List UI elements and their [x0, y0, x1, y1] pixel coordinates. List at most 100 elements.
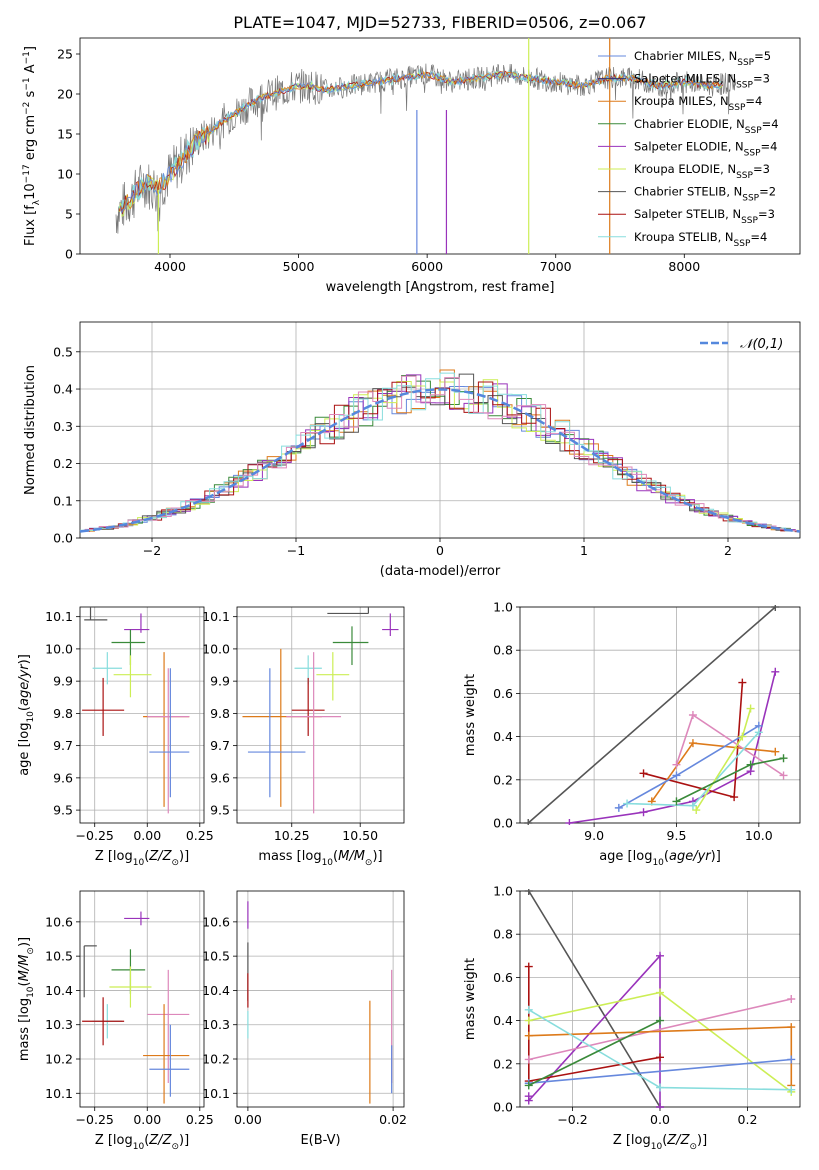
error-bars: [242, 607, 399, 814]
mass-weight-marker: [565, 819, 574, 825]
mass-weight-marker: [672, 797, 681, 806]
x-tick-label: 0.2: [738, 1112, 758, 1127]
spectrum-title: PLATE=1047, MJD=52733, FIBERID=0506, z=0…: [233, 13, 646, 32]
x-tick-label: −0.25: [76, 1112, 114, 1127]
data-spectrum-line: [115, 63, 737, 234]
legend-label: Kroupa ELODIE, NSSP=3: [634, 162, 770, 181]
y-tick-label: 10.3: [202, 1017, 230, 1032]
spectrum-xlabel: wavelength [Angstrom, rest frame]: [326, 280, 555, 295]
mass-weight-marker: [639, 769, 648, 778]
y-tick-label: 0.2: [493, 1056, 513, 1071]
spectrum-legend: Chabrier MILES, NSSP=5 Salpeter MILES, NS…: [598, 49, 779, 249]
y-tick-label: 10.1: [45, 1086, 73, 1101]
legend-label: Chabrier ELODIE, NSSP=4: [634, 117, 779, 136]
y-tick-label: 9.9: [53, 674, 73, 689]
weight-lines: [524, 605, 788, 825]
mass-weight-marker: [672, 771, 681, 780]
y-tick-label: 9.6: [210, 770, 230, 785]
y-tick-label: 1.0: [493, 600, 513, 615]
legend-label: Salpeter MILES, NSSP=3: [634, 72, 770, 91]
mass-weight-marker: [787, 1023, 796, 1032]
plot-frame: [236, 606, 405, 824]
gaussian-curve: [79, 388, 801, 533]
mass-weight-marker: [738, 732, 747, 741]
mass-weight-marker: [688, 801, 697, 810]
x-tick-label: −2: [143, 543, 161, 558]
y-tick-label: 0.4: [493, 1013, 513, 1028]
mass-weight-marker: [524, 1031, 533, 1040]
mass-weight-marker: [771, 667, 780, 676]
residual-histogram-line: [80, 372, 800, 532]
mass-weight-marker: [656, 1103, 664, 1109]
legend-label: Chabrier STELIB, NSSP=2: [634, 185, 776, 204]
mass-weight-marker: [524, 1055, 533, 1064]
y-tick-label: 0.2: [53, 456, 73, 471]
y-tick-label: 0.6: [493, 686, 513, 701]
y-tick-label: 20: [57, 87, 73, 102]
y-tick-label: 1.0: [493, 884, 513, 899]
mass-weight-marker: [771, 605, 780, 611]
legend-label: Salpeter STELIB, NSSP=3: [634, 207, 775, 226]
x-tick-label: −0.2: [557, 1112, 587, 1127]
mass-weight-line: [528, 998, 792, 1061]
plot-frame: [236, 890, 405, 1108]
x-tick-label: 8000: [668, 259, 700, 274]
mass-weight-marker: [656, 951, 664, 960]
mass-weight-line: [528, 890, 661, 1108]
mass-weight-marker: [524, 1096, 533, 1105]
x-tick-label: −1: [287, 543, 305, 558]
legend-label: Kroupa STELIB, NSSP=4: [634, 230, 767, 249]
residual-histogram-line: [80, 381, 800, 533]
y-tick-label: 10: [57, 167, 73, 182]
age-Z-ylabel: age [log10(age/yr)]: [17, 654, 36, 776]
model-spectrum-line: [119, 70, 722, 212]
mass-weight-marker: [524, 962, 533, 971]
mass-weight-marker: [524, 819, 533, 825]
residual-histogram-line: [80, 379, 800, 531]
plot-frame: [519, 606, 801, 824]
residual-histogram-line: [84, 375, 800, 532]
weight-Z-xlabel: Z [log10(Z/Z⊙)]: [613, 1133, 707, 1152]
y-tick-label: 10.1: [202, 1086, 230, 1101]
y-tick-label: 9.7: [53, 738, 73, 753]
y-tick-label: 9.9: [210, 674, 230, 689]
y-tick-label: 0: [65, 247, 73, 262]
weight-age-ylabel: mass weight: [463, 674, 478, 756]
residual-legend: 𝒩(0,1): [700, 337, 783, 352]
y-tick-label: 0.2: [493, 772, 513, 787]
weight-Z-axes: −0.2 0.0 0.2 0.0 0.2 0.4 0.6 0.8 1.0: [493, 884, 801, 1127]
y-tick-label: 10.4: [202, 983, 230, 998]
legend-label: Kroupa MILES, NSSP=4: [634, 94, 762, 113]
mass-weight-marker: [787, 995, 796, 1003]
mass-EBV-xlabel: E(B-V): [300, 1133, 340, 1148]
x-tick-label: 9.5: [667, 828, 687, 843]
mass-weight-marker: [656, 988, 664, 997]
y-tick-label: 10.2: [45, 1052, 73, 1067]
y-tick-label: 9.8: [53, 706, 73, 721]
y-tick-label: 0.5: [53, 344, 73, 359]
x-tick-label: −0.25: [76, 828, 114, 843]
x-tick-label: 0.00: [133, 1112, 161, 1127]
mass-weight-marker: [779, 754, 788, 763]
legend-label: Salpeter ELODIE, NSSP=4: [634, 139, 777, 158]
mass-weight-marker: [688, 711, 697, 719]
model-spectrum-line: [118, 71, 723, 217]
y-tick-label: 0.1: [53, 493, 73, 508]
residual-histogram-line: [84, 375, 800, 532]
mass-weight-marker: [779, 771, 788, 780]
error-bars: [247, 901, 393, 1104]
mass-Z-ylabel: mass [log10(M/M⊙)]: [17, 937, 36, 1061]
age-Z-xlabel: Z [log10(Z/Z⊙)]: [95, 849, 189, 868]
x-tick-label: 1: [580, 543, 588, 558]
mass-weight-marker: [614, 803, 623, 812]
plot-frame: [79, 606, 205, 824]
y-tick-label: 0.4: [493, 729, 513, 744]
age-mass-axes: 10.25 10.50 9.5 9.6 9.7 9.8 9.9 10.0 10.1: [202, 606, 405, 843]
y-tick-label: 0.0: [493, 1100, 513, 1115]
x-tick-label: 0.25: [186, 828, 214, 843]
mass-weight-marker: [639, 808, 648, 817]
residuals-ylabel: Normed distribution: [23, 365, 38, 495]
age-Z-axes: −0.25 0.00 0.25 9.5 9.6 9.7 9.8 9.9 10.0 10.1: [45, 606, 214, 843]
weight-age-axes: 9.0 9.5 10.0 0.0 0.2 0.4 0.6 0.8 1.0: [493, 600, 801, 843]
